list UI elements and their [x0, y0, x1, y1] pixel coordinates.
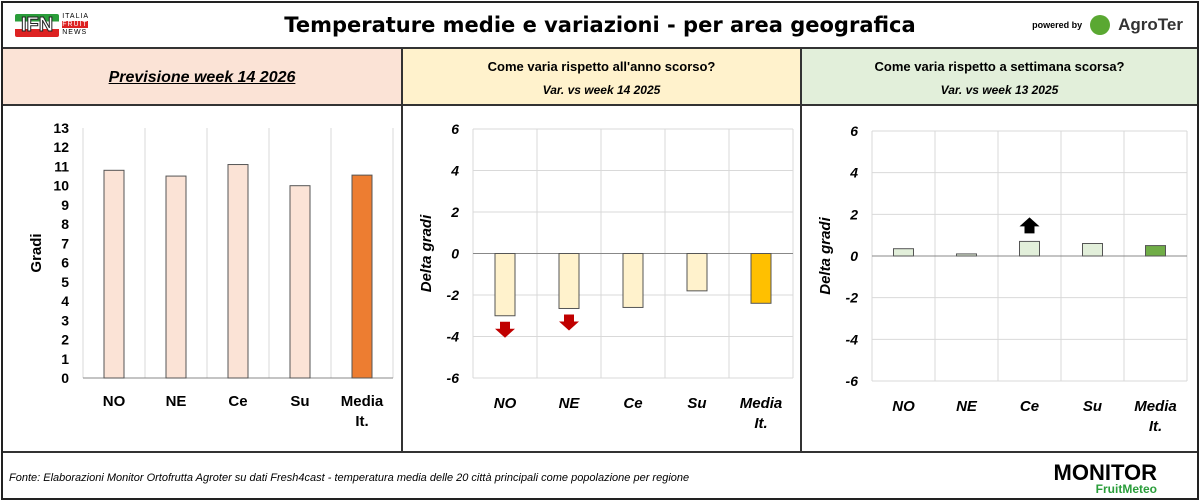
tick-label: 6	[61, 255, 69, 271]
tick-label: 4	[849, 165, 858, 181]
tick-label: 2	[450, 204, 459, 220]
header: IFN ITALIA FRUIT NEWS Temperature medie e v…	[3, 3, 1197, 49]
panel-title: Come varia rispetto a settimana scorsa?	[874, 59, 1125, 74]
category-label: NE	[559, 395, 581, 412]
tick-label: 1	[61, 351, 69, 367]
tick-label: 8	[61, 216, 69, 232]
chart-yoy: -6 -4 -2 0 2 4 6 Delta gradi NO NE Ce Su Media It.	[418, 121, 794, 432]
bar	[351, 174, 373, 379]
y-axis-label: Delta gradi	[418, 214, 435, 292]
bar	[956, 253, 977, 257]
bar	[622, 253, 644, 308]
tick-label: 0	[61, 370, 69, 386]
tick-label: 10	[53, 178, 69, 194]
tick-label: 0	[451, 246, 459, 262]
panel-subtitle: Var. vs week 14 2025	[542, 83, 661, 97]
category-label: Ce	[623, 395, 642, 412]
category-label: Media	[1134, 398, 1177, 415]
powered-by: powered by AgroTer	[1032, 15, 1183, 35]
arrow-down-icon	[559, 314, 579, 331]
panel-title: Previsione week 14 2026	[108, 69, 296, 86]
category-label: NE	[956, 398, 978, 415]
tick-label: 7	[61, 235, 69, 251]
bar	[1082, 243, 1103, 257]
category-label: It.	[1149, 418, 1162, 435]
tick-label: -2	[447, 287, 460, 303]
panel-subtitle: Var. vs week 13 2025	[940, 83, 1059, 97]
agroter-logo: AgroTer	[1118, 15, 1183, 34]
tick-label: -4	[447, 329, 460, 345]
divider	[401, 106, 403, 451]
bar	[289, 185, 311, 379]
tick-label: 6	[850, 123, 858, 139]
page-title: Temperature medie e variazioni - per are…	[284, 13, 916, 37]
tick-label: 9	[61, 197, 69, 213]
tick-label: 3	[61, 312, 69, 328]
category-label: Media	[740, 395, 783, 412]
tick-label: 12	[53, 139, 69, 155]
bar	[165, 175, 187, 379]
tick-label: -6	[846, 373, 859, 389]
bar	[103, 169, 125, 379]
bar	[1019, 240, 1040, 257]
bar	[558, 253, 580, 309]
y-axis-label: Delta gradi	[817, 216, 834, 294]
arrow-down-icon	[495, 321, 515, 338]
bar	[750, 253, 772, 304]
category-label: Ce	[1020, 398, 1039, 415]
powered-by-label: powered by	[1032, 20, 1083, 30]
tick-label: -4	[846, 331, 859, 347]
bar	[686, 253, 708, 292]
category-label: Su	[1083, 398, 1102, 415]
ifn-logo: IFN ITALIA FRUIT NEWS	[15, 13, 89, 37]
category-label: NO	[103, 393, 126, 410]
tick-label: 4	[61, 293, 69, 309]
category-label: NE	[166, 393, 187, 410]
tick-label: 2	[61, 332, 69, 348]
panel-header-yoy: Come varia rispetto all'anno scorso? Var.…	[403, 49, 802, 106]
tick-label: 13	[53, 120, 69, 136]
category-label: It.	[754, 415, 767, 432]
y-axis-label: Gradi	[28, 233, 45, 272]
monitor-logo: MONITOR FruitMeteo	[1053, 460, 1157, 496]
tick-label: 6	[451, 121, 459, 137]
tick-label: 11	[54, 158, 69, 174]
tick-label: 4	[450, 163, 459, 179]
tree-icon	[1090, 15, 1111, 35]
bar	[1145, 245, 1166, 257]
arrow-up-icon	[1019, 217, 1040, 234]
category-label: Media	[341, 393, 384, 410]
panel-header-forecast: Previsione week 14 2026	[3, 49, 403, 106]
tick-label: 0	[850, 248, 858, 264]
source-note: Fonte: Elaborazioni Monitor Ortofrutta A…	[9, 472, 690, 484]
divider	[800, 106, 802, 451]
category-label: It.	[355, 413, 368, 430]
tick-label: 2	[849, 206, 858, 222]
tick-label: 5	[61, 274, 69, 290]
chart-wow: -6 -4 -2 0 2 4 6 Delta gradi NO NE Ce Su Media It.	[817, 123, 1188, 435]
category-label: Su	[290, 393, 309, 410]
bar	[893, 248, 914, 257]
tick-label: -2	[846, 290, 859, 306]
category-label: NO	[892, 398, 915, 415]
panel-title: Come varia rispetto all'anno scorso?	[487, 59, 716, 74]
category-label: Ce	[228, 393, 247, 410]
panel-header-wow: Come varia rispetto a settimana scorsa? V…	[802, 49, 1197, 106]
category-label: Su	[687, 395, 706, 412]
tick-label: -6	[447, 370, 460, 386]
footer: Fonte: Elaborazioni Monitor Ortofrutta A…	[3, 451, 1197, 500]
bar	[494, 253, 516, 317]
category-label: NO	[494, 395, 517, 412]
bar	[227, 164, 249, 379]
